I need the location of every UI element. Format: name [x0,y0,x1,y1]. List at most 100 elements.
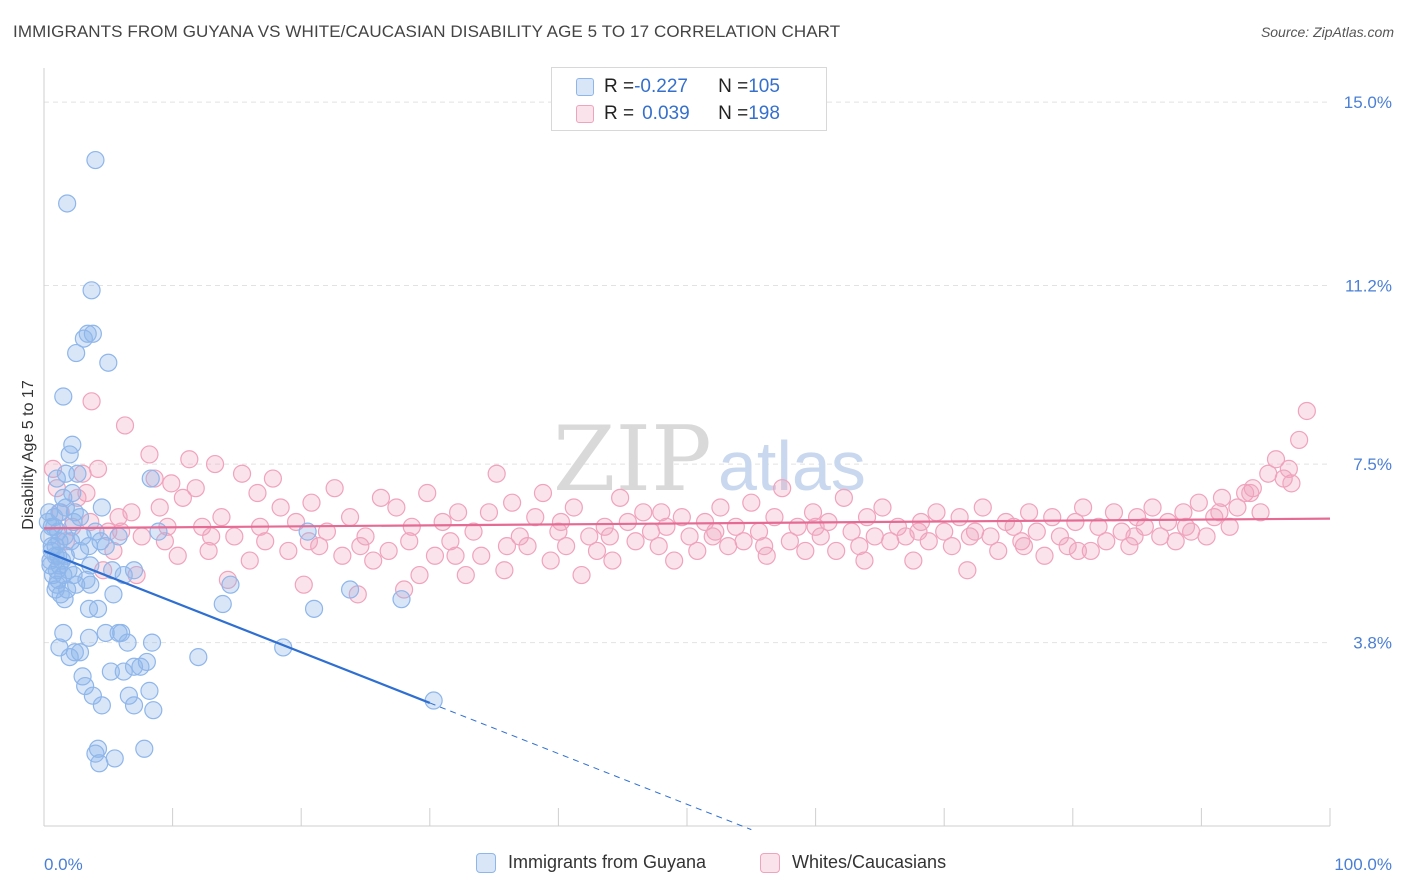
guyana-point [114,662,133,681]
whites-point [803,503,823,522]
whites-point [371,488,391,507]
legend-swatch-pink [576,105,594,123]
guyana-point [83,324,102,343]
whites-point [1004,517,1023,536]
y-tick-label: 7.5% [1353,455,1392,474]
legend-r-label: R = [604,76,635,97]
guyana-point [60,647,79,667]
legend-n-label: N = [718,103,749,124]
whites-point [1043,508,1062,527]
tick-labels: 3.8% 7.5% 11.2% 15.0% 0.0% 100.0% [44,93,1392,874]
whites-point [927,503,946,522]
guyana-point [88,739,108,758]
whites-point [1097,532,1116,551]
guyana-point [54,387,73,406]
whites-point [1212,488,1232,507]
whites-point [595,517,614,536]
whites-point [510,527,529,546]
whites-point [410,565,429,585]
whites-point [479,503,499,522]
guyana-point [79,628,99,647]
guyana-point [54,623,73,643]
whites-point [526,508,545,527]
whites-point [1176,517,1196,536]
legend-swatch-blue [476,852,496,873]
whites-point [1189,493,1208,512]
series-legend: Immigrants from Guyana Whites/Caucasians [0,852,1406,878]
whites-point [279,541,298,561]
whites-point [333,546,352,565]
whites-point [1143,498,1162,517]
guyana-point [82,281,101,300]
guyana-point [63,435,82,454]
whites-point [1220,517,1239,536]
whites-point [719,537,738,556]
whites-point [1290,430,1309,450]
whites-point [464,522,483,541]
whites-point [310,537,329,556]
whites-point [780,532,799,551]
whites-point [387,498,406,517]
whites-point [796,541,815,561]
whites-point [132,527,151,546]
whites-point [1127,508,1147,527]
whites-point [1050,527,1070,546]
whites-point [263,469,283,488]
whites-point [1158,512,1178,532]
whites-point [299,532,319,551]
guyana-point [99,353,118,372]
whites-point [1205,508,1224,527]
whites-point [950,508,969,527]
guyana-point [68,464,87,483]
legend-item-whites: Whites/Caucasians [760,852,946,873]
whites-point [1174,503,1193,522]
whites-point [1027,522,1046,541]
whites-point [497,537,517,556]
whites-point [742,493,761,512]
whites-point [487,464,506,483]
whites-point [1279,459,1298,478]
whites-point [180,450,199,469]
whites-point [140,445,159,464]
whites-point [256,532,275,551]
whites-point [1197,527,1216,546]
whites-point [418,483,437,503]
guyana-point [81,575,100,594]
whites-point [855,551,874,570]
legend-n-label: N = [718,76,749,97]
whites-point [1058,537,1077,556]
whites-point [734,532,753,551]
guyana-point [424,691,443,710]
guyana-point [124,696,144,715]
whites-point [425,546,445,565]
legend-row-whites: R = 0.039 N = 198 [576,102,780,126]
guyana-point [65,643,84,662]
whites-point [1035,546,1054,565]
watermark: ZIP atlas [553,407,866,512]
whites-point [456,565,475,585]
whites-trendline [43,517,1331,530]
whites-point [834,488,853,507]
whites-point [652,503,671,522]
whites-point [649,537,668,556]
whites-point [1266,450,1286,469]
whites-point [1068,541,1088,561]
whites-point [1251,503,1270,522]
whites-point [811,527,830,546]
whites-point [827,541,846,561]
whites-point [587,541,607,561]
whites-point [168,546,187,565]
whites-point [364,551,383,570]
guyana-point [86,744,105,763]
whites-point [202,527,221,546]
chart-source: Source: ZipAtlas.com [1260,24,1394,40]
whites-point [446,546,465,565]
whites-point [503,493,522,512]
whites-point [122,503,141,522]
whites-point [302,493,321,512]
whites-point [806,517,825,536]
guyana-point [42,517,61,536]
whites-point [162,474,181,493]
legend-r-value: 0.039 [642,103,690,124]
